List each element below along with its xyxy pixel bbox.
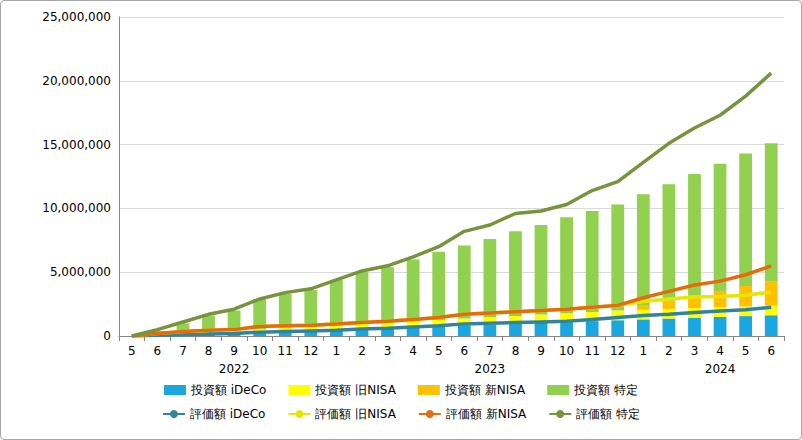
svg-text:3: 3 [691, 344, 699, 358]
svg-text:5: 5 [128, 344, 136, 358]
svg-text:8: 8 [512, 344, 520, 358]
svg-text:9: 9 [537, 344, 545, 358]
svg-text:2: 2 [358, 344, 366, 358]
svg-text:6: 6 [460, 344, 468, 358]
svg-text:7: 7 [486, 344, 494, 358]
svg-text:2023: 2023 [475, 362, 506, 376]
svg-text:5,000,000: 5,000,000 [50, 265, 111, 279]
svg-text:7: 7 [179, 344, 187, 358]
svg-text:8: 8 [205, 344, 213, 358]
svg-text:12: 12 [303, 344, 318, 358]
svg-text:4: 4 [409, 344, 417, 358]
svg-text:1: 1 [333, 344, 341, 358]
svg-text:10,000,000: 10,000,000 [42, 201, 111, 215]
svg-text:評価額 旧NISA: 評価額 旧NISA [315, 407, 396, 421]
svg-text:投資額 新NISA: 投資額 新NISA [444, 383, 526, 397]
svg-text:評価額 iDeCo: 評価額 iDeCo [190, 407, 266, 421]
svg-text:評価額 特定: 評価額 特定 [576, 407, 640, 421]
svg-text:12: 12 [610, 344, 625, 358]
svg-text:5: 5 [742, 344, 750, 358]
svg-text:5: 5 [435, 344, 443, 358]
svg-text:3: 3 [384, 344, 392, 358]
svg-text:9: 9 [230, 344, 238, 358]
svg-text:投資額 旧NISA: 投資額 旧NISA [314, 383, 396, 397]
svg-text:6: 6 [154, 344, 162, 358]
svg-text:4: 4 [716, 344, 724, 358]
svg-text:20,000,000: 20,000,000 [42, 74, 111, 88]
svg-text:2: 2 [665, 344, 673, 358]
svg-text:10: 10 [559, 344, 574, 358]
svg-text:6: 6 [767, 344, 775, 358]
svg-text:11: 11 [585, 344, 600, 358]
svg-text:0: 0 [103, 329, 111, 343]
svg-text:1: 1 [640, 344, 648, 358]
svg-text:11: 11 [278, 344, 293, 358]
svg-text:25,000,000: 25,000,000 [42, 10, 111, 24]
svg-text:2022: 2022 [219, 362, 250, 376]
svg-text:10: 10 [252, 344, 267, 358]
svg-text:投資額 特定: 投資額 特定 [573, 383, 638, 397]
svg-text:2024: 2024 [705, 362, 736, 376]
svg-text:評価額 新NISA: 評価額 新NISA [446, 407, 527, 421]
svg-text:15,000,000: 15,000,000 [42, 138, 111, 152]
svg-text:投資額 iDeCo: 投資額 iDeCo [190, 383, 267, 397]
